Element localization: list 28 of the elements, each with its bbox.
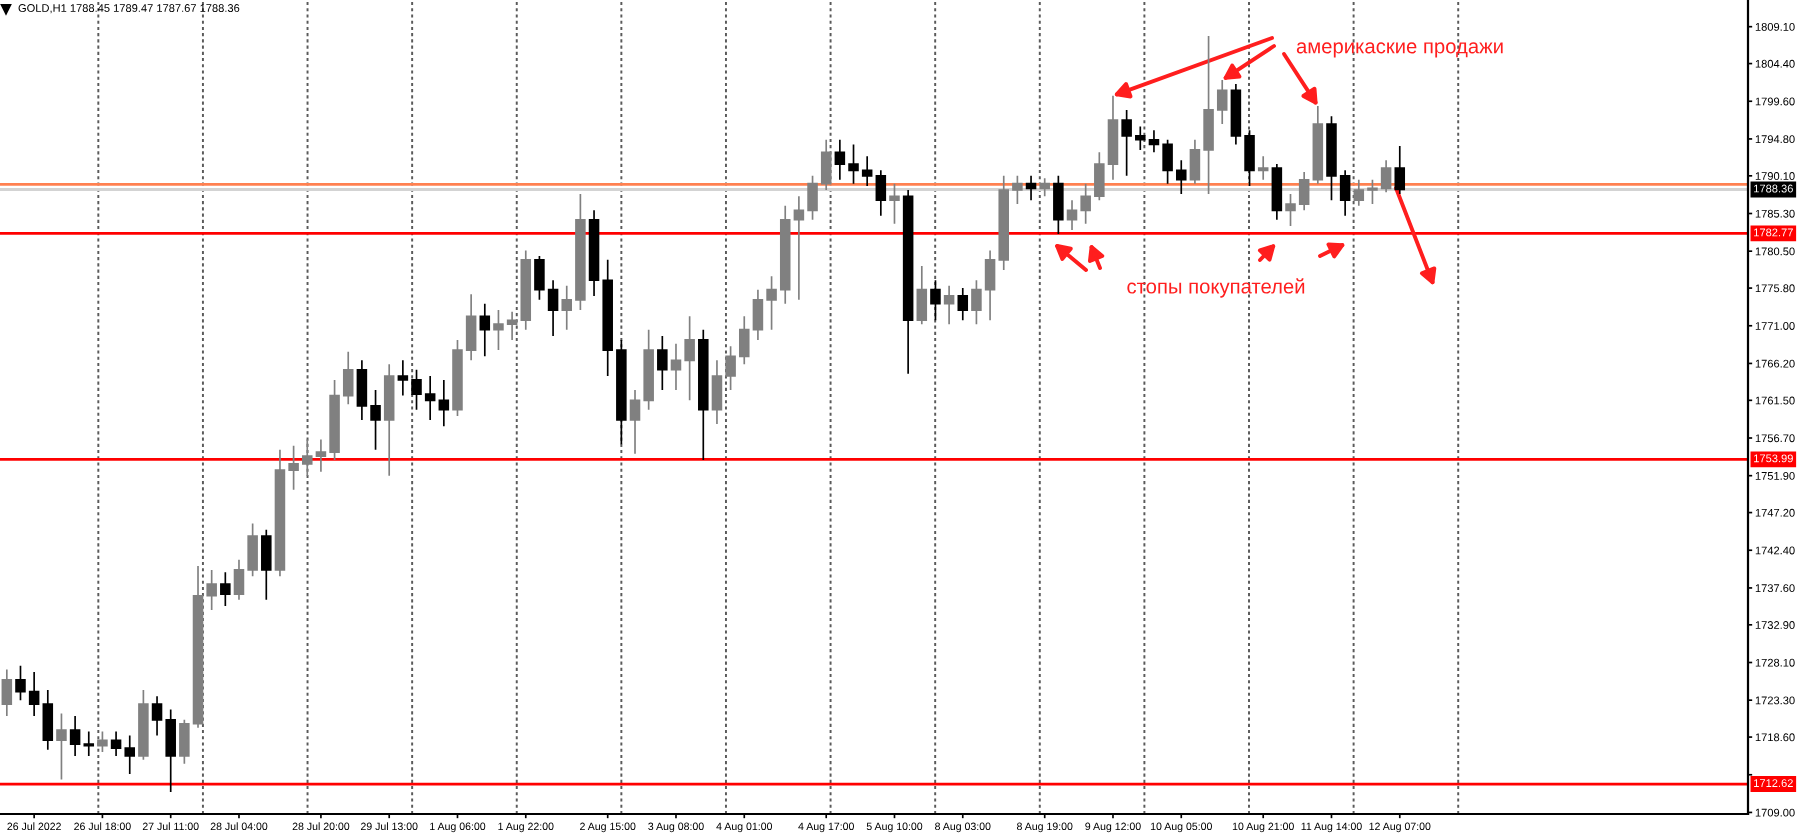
candlestick xyxy=(261,529,272,601)
candlestick xyxy=(957,287,969,322)
candlestick xyxy=(1,668,13,717)
candlestick xyxy=(220,571,231,607)
candlestick xyxy=(657,335,668,391)
candlestick xyxy=(1257,155,1269,181)
candlestick xyxy=(1271,163,1283,221)
candlestick xyxy=(698,328,709,461)
candlestick xyxy=(1312,105,1324,185)
candlestick xyxy=(97,730,108,753)
candlestick xyxy=(383,363,395,477)
candlestick xyxy=(875,169,887,217)
candlestick xyxy=(438,379,450,428)
candlestick xyxy=(1053,174,1064,235)
candlestick xyxy=(138,689,149,761)
candlestick xyxy=(889,182,900,225)
annotation: стопы покупателей xyxy=(1127,278,1305,298)
candlestick xyxy=(930,279,941,322)
annotation: америкаские продажи xyxy=(1296,42,1503,58)
candlestick xyxy=(479,302,491,358)
candlestick xyxy=(1394,145,1406,195)
candlestick xyxy=(42,689,54,751)
candlestick xyxy=(943,284,955,326)
candlestick xyxy=(1025,174,1037,201)
candlestick xyxy=(902,189,914,375)
candlestick xyxy=(56,712,67,781)
candlestick xyxy=(916,265,928,326)
candlestick xyxy=(1039,177,1050,198)
